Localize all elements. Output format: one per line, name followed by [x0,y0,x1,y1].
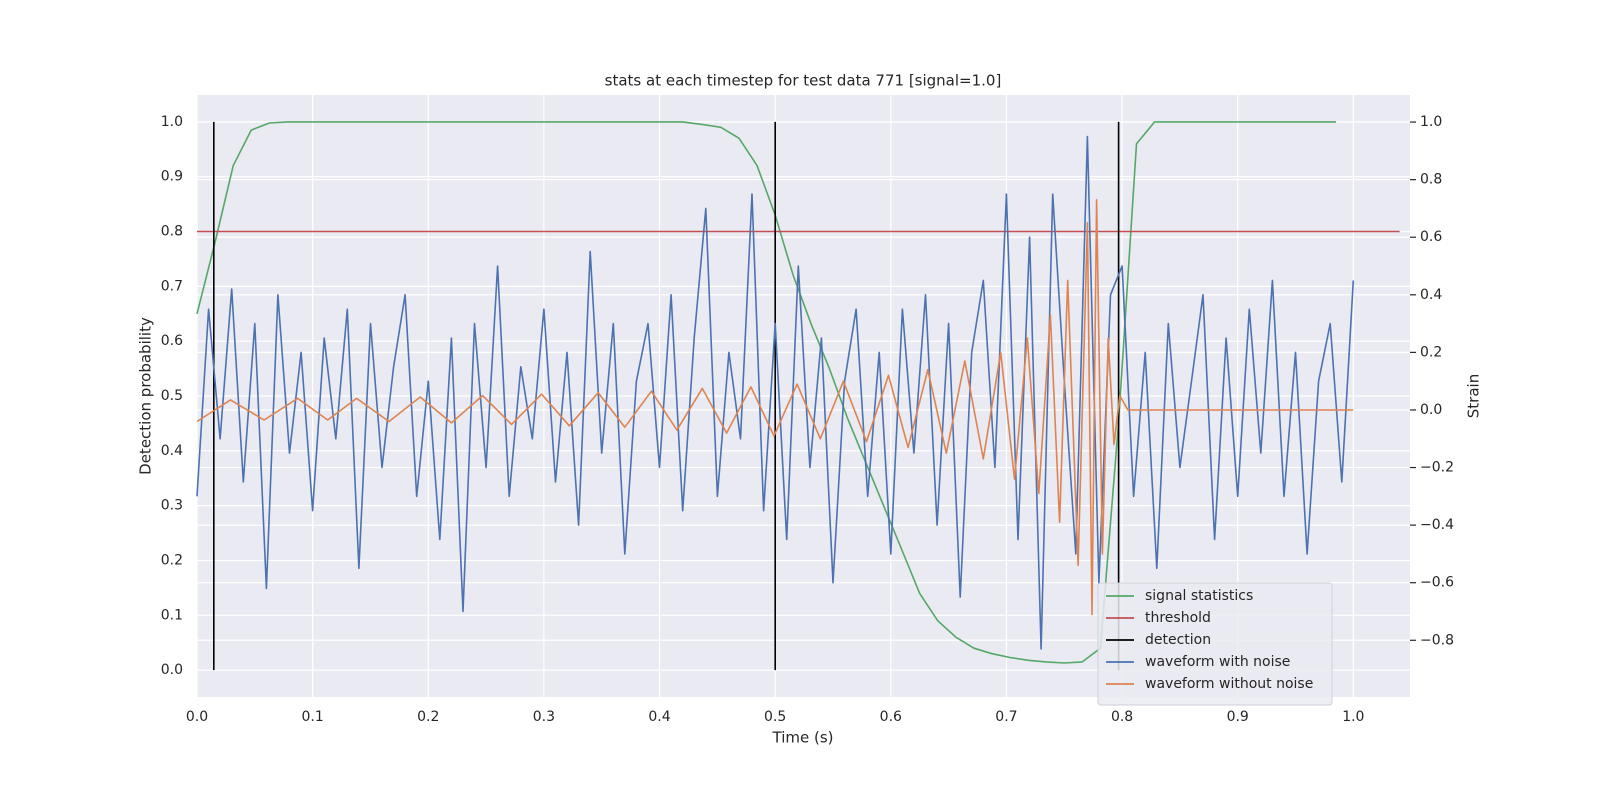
y2-axis-label: Strain [1465,374,1483,418]
y-tick-label: 0.7 [161,278,183,294]
x-tick-label: 0.6 [880,709,902,725]
y-tick-label: 0.4 [161,443,183,459]
y2-tick-label: −0.2 [1420,460,1454,476]
legend-label: waveform with noise [1145,654,1290,670]
y2-tick-label: 0.8 [1420,172,1442,188]
x-tick-label: 0.1 [302,709,324,725]
y-tick-label: 0.0 [161,662,183,678]
y2-tick-label: 0.0 [1420,402,1442,418]
legend-label: detection [1145,632,1211,648]
series-line [196,135,1355,650]
y-tick-label: 0.2 [161,552,183,568]
y2-tick-label: −0.4 [1420,517,1454,533]
y2-tick-label: 0.2 [1420,344,1442,360]
y-tick-label: 0.8 [161,224,183,240]
chart-title: stats at each timestep for test data 771… [605,72,1002,90]
x-tick-label: 0.2 [417,709,439,725]
y-tick-label: 0.6 [161,333,183,349]
y2-tick-label: 1.0 [1420,114,1442,130]
y2-tick-label: −0.6 [1420,575,1454,591]
x-tick-label: 0.5 [764,709,786,725]
x-tick-label: 0.3 [533,709,555,725]
x-axis-label: Time (s) [772,729,834,747]
y2-tick-label: 0.6 [1420,229,1442,245]
x-tick-label: 0.8 [1111,709,1133,725]
legend: signal statistics threshold detection wavef… [1097,582,1333,706]
y-axis-label: Detection probability [137,317,155,475]
x-tick-label: 0.4 [648,709,670,725]
y-tick-label: 1.0 [161,114,183,130]
y-tick-label: 0.3 [161,498,183,514]
series-line [196,199,1354,616]
series-line [196,121,1336,664]
legend-label: signal statistics [1145,588,1253,604]
legend-label: threshold [1145,610,1211,626]
y-tick-label: 0.9 [161,169,183,185]
legend-label: waveform without noise [1145,676,1313,692]
x-tick-label: 1.0 [1342,709,1364,725]
series-line [213,121,1120,671]
legend-box [1097,582,1333,706]
y-tick-label: 0.5 [161,388,183,404]
y2-tick-label: 0.4 [1420,287,1442,303]
y-tick-label: 0.1 [161,607,183,623]
x-tick-label: 0.9 [1227,709,1249,725]
x-tick-label: 0.7 [995,709,1017,725]
y2-tick-label: −0.8 [1420,632,1454,648]
x-tick-label: 0.0 [186,709,208,725]
